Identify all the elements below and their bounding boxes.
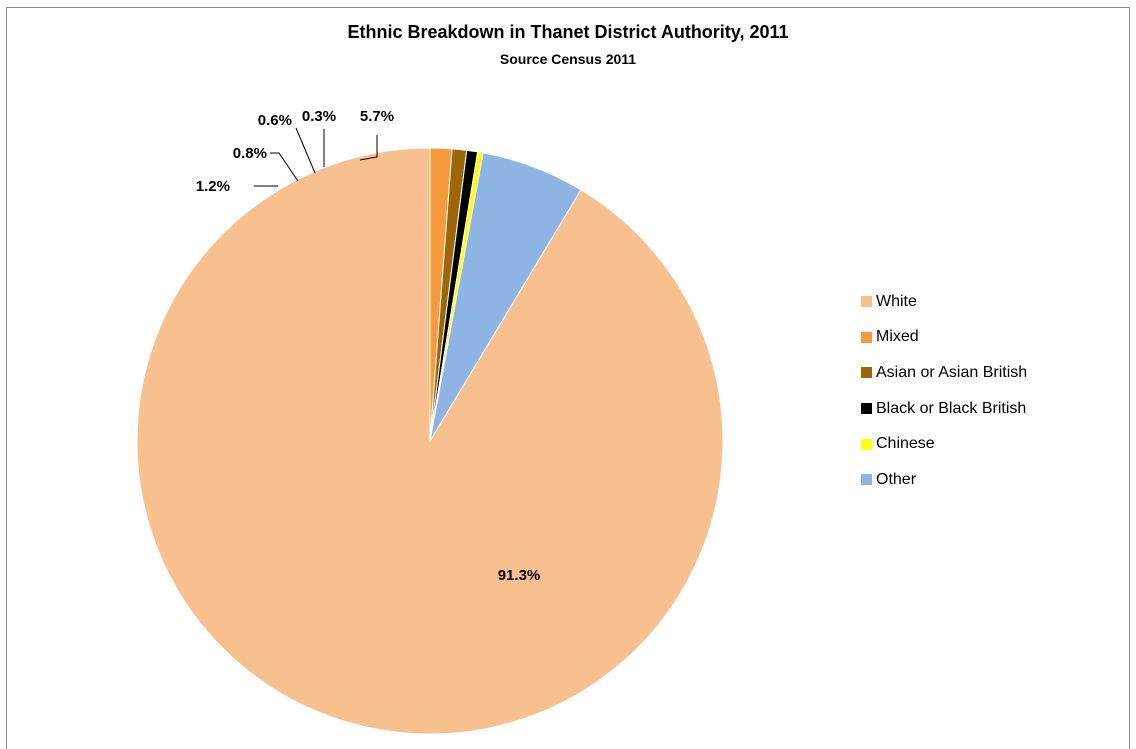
label-white: 91.3% (498, 567, 541, 584)
legend-label: Mixed (876, 328, 919, 346)
legend-label: Asian or Asian British (876, 363, 1028, 381)
chart-title: Ethnic Breakdown in Thanet District Auth… (347, 22, 789, 42)
legend-swatch (861, 296, 872, 308)
slice-other (429, 152, 582, 442)
slice-white (136, 147, 724, 735)
label-asian: 0.8% (233, 145, 267, 162)
chart-subtitle: Source Census 2011 (499, 51, 637, 67)
legend-item: Asian or Asian British (861, 355, 1027, 391)
leader-line (270, 152, 299, 182)
legend-item: Chinese (861, 426, 1027, 462)
legend-item: White (861, 284, 1027, 320)
legend-swatch (861, 438, 872, 450)
legend-label: Black or Black British (876, 399, 1027, 417)
legend-item: Mixed (861, 320, 1027, 356)
chart-legend: White Mixed Asian or Asian British Black… (861, 284, 1027, 498)
legend-item: Black or Black British (861, 391, 1027, 427)
label-chinese: 0.3% (302, 108, 336, 125)
legend-swatch (861, 367, 872, 379)
legend-item: Other (861, 462, 1027, 498)
legend-swatch (861, 474, 872, 486)
label-black: 0.6% (258, 112, 292, 129)
legend-swatch (861, 403, 872, 415)
leader-line (295, 127, 316, 174)
legend-label: Other (876, 470, 917, 488)
label-mixed: 1.2% (196, 178, 230, 195)
leader-line (359, 135, 378, 161)
label-other: 5.7% (360, 108, 394, 125)
legend-label: White (876, 292, 917, 310)
legend-label: Chinese (876, 435, 935, 453)
legend-swatch (861, 331, 872, 343)
